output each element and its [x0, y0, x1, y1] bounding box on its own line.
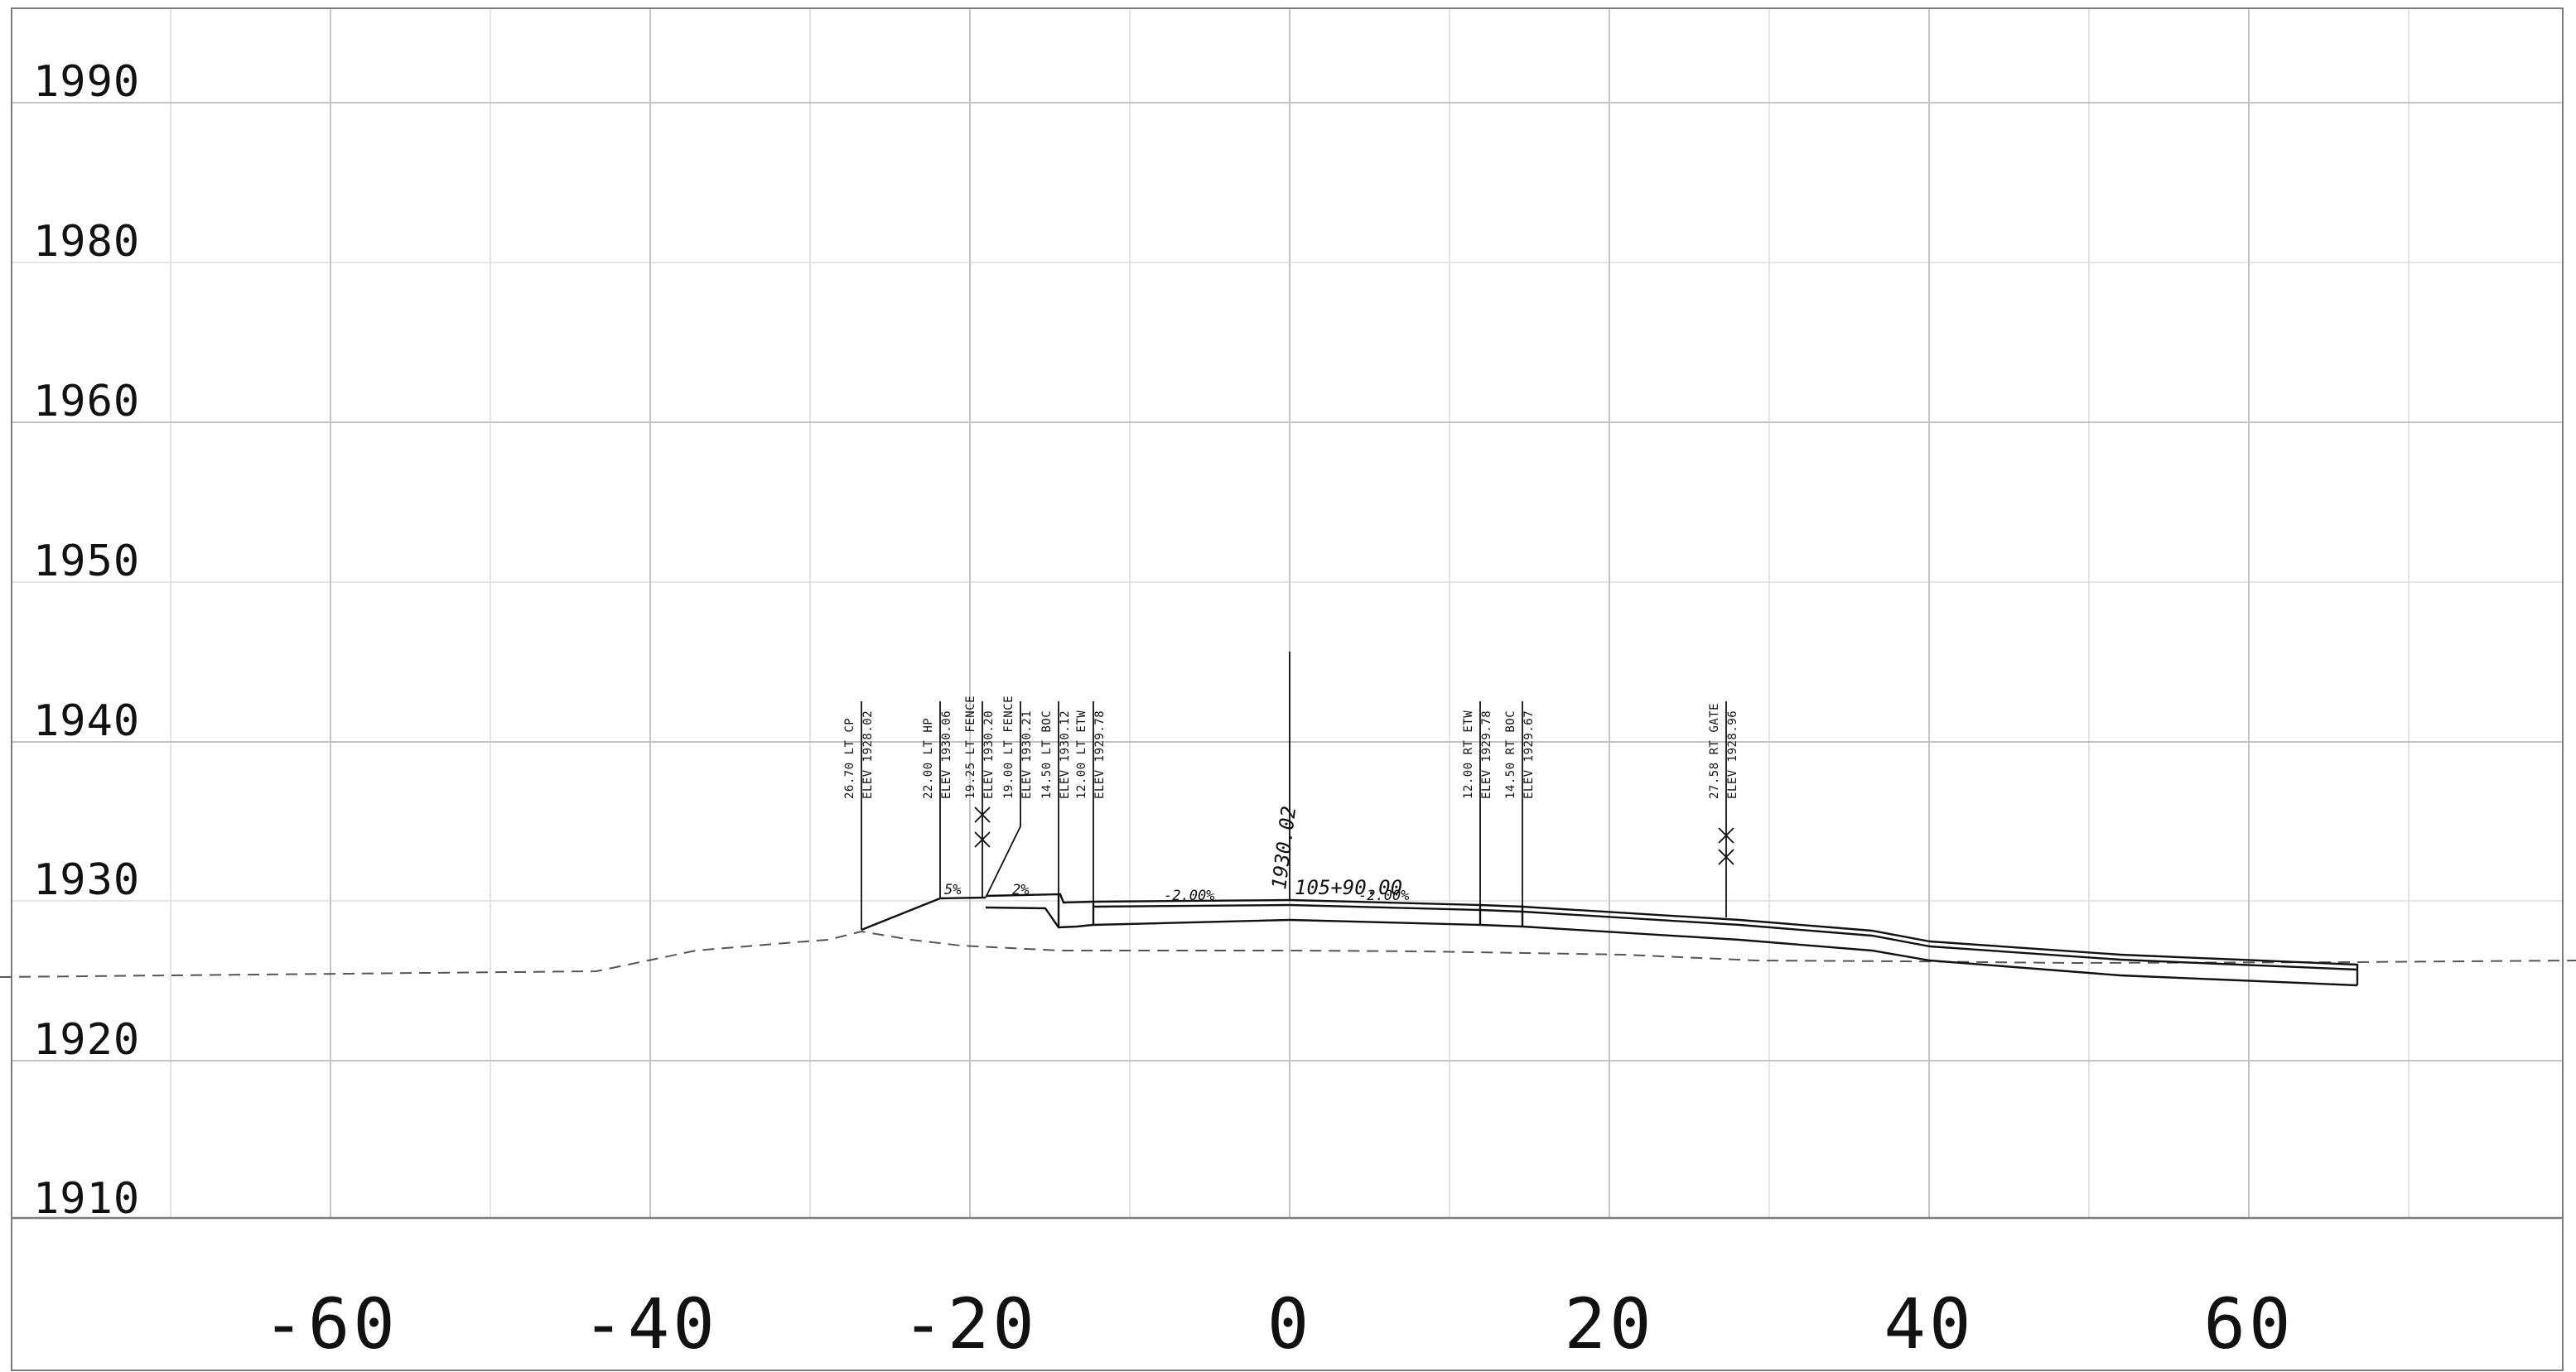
station-label: 60	[2203, 1283, 2294, 1365]
svg-text:27.58 RT GATE: 27.58 RT GATE	[1708, 703, 1721, 799]
svg-text:ELEV 1929.78: ELEV 1929.78	[1480, 710, 1493, 799]
major-grid	[12, 8, 2563, 1218]
elevation-label: 1920	[33, 1015, 140, 1065]
elevation-label: 1980	[33, 217, 140, 267]
fill-slope-line	[861, 896, 987, 932]
callout-lt-boc: 14.50 LT BOC ELEV 1930.12	[1040, 710, 1072, 799]
right-grade-mid	[1522, 910, 2358, 971]
slope-label-walk: 2%	[1012, 882, 1029, 898]
svg-text:ELEV 1928.96: ELEV 1928.96	[1726, 710, 1739, 799]
callout-lt-cp: 26.70 LT CP ELEV 1928.02	[843, 710, 875, 799]
svg-text:ELEV 1930.21: ELEV 1930.21	[1020, 710, 1034, 799]
right-grade-top	[1522, 905, 2358, 966]
pavement-top-left	[1093, 898, 1290, 903]
fence-symbol	[974, 806, 991, 848]
station-label: -40	[582, 1283, 718, 1365]
station-label: -60	[263, 1283, 398, 1365]
callout-lt-fence-1925: 19.25 LT FENCE ELEV 1930.20	[964, 696, 996, 799]
svg-text:14.50 LT BOC: 14.50 LT BOC	[1040, 710, 1054, 799]
callout-lt-etw: 12.00 LT ETW ELEV 1929.78	[1075, 710, 1107, 799]
svg-text:ELEV 1930.20: ELEV 1930.20	[982, 710, 996, 799]
elevation-label: 1940	[33, 696, 140, 746]
walk-bottom-line	[985, 906, 1094, 929]
station-label: -20	[902, 1283, 1038, 1365]
centerline-station: 105+90.00	[1295, 876, 1402, 899]
station-label: 0	[1267, 1283, 1313, 1365]
station-label: 40	[1884, 1283, 1974, 1365]
svg-text:ELEV 1929.67: ELEV 1929.67	[1522, 710, 1536, 799]
existing-ground-line	[0, 930, 2576, 978]
svg-text:22.00 LT HP: 22.00 LT HP	[922, 718, 935, 799]
sheet-border	[11, 7, 2564, 1371]
callout-leaders	[861, 701, 1727, 930]
elevation-label: 1930	[33, 855, 140, 905]
slope-label-left-lane: -2.00%	[1164, 888, 1214, 904]
pavement-surface-left	[1093, 903, 1290, 908]
svg-text:ELEV 1929.78: ELEV 1929.78	[1093, 710, 1107, 799]
slope-label-shoulder: 5%	[944, 882, 961, 898]
svg-text:19.00 LT FENCE: 19.00 LT FENCE	[1002, 696, 1015, 799]
elevation-label: 1910	[33, 1174, 140, 1224]
callout-lt-hp: 22.00 LT HP ELEV 1930.06	[922, 710, 953, 799]
svg-text:12.00 RT ETW: 12.00 RT ETW	[1462, 710, 1475, 799]
callout-rt-gate: 27.58 RT GATE ELEV 1928.96	[1708, 703, 1739, 799]
svg-text:12.00 LT ETW: 12.00 LT ETW	[1075, 710, 1088, 799]
svg-text:26.70 LT CP: 26.70 LT CP	[843, 718, 856, 799]
callout-labels: 26.70 LT CP ELEV 1928.02 22.00 LT HP ELE…	[843, 696, 1739, 799]
subgrade-left	[1093, 918, 1290, 927]
subgrade-right	[1289, 918, 1523, 928]
svg-text:19.25 LT FENCE: 19.25 LT FENCE	[964, 696, 977, 799]
elevation-label: 1950	[33, 537, 140, 586]
gate-symbol	[1718, 827, 1734, 865]
station-label: 20	[1564, 1283, 1654, 1365]
elevation-axis: 1990 1980 1960 1950 1940 1930 1920 1910	[33, 57, 140, 1224]
elevation-label: 1990	[33, 57, 140, 107]
callout-rt-boc: 14.50 RT BOC ELEV 1929.67	[1504, 710, 1536, 799]
callout-rt-etw: 12.00 RT ETW ELEV 1929.78	[1462, 710, 1493, 799]
proposed-section	[861, 893, 2359, 987]
svg-text:14.50 RT BOC: 14.50 RT BOC	[1504, 710, 1517, 799]
elevation-label: 1960	[33, 377, 140, 426]
walk-top-line	[985, 893, 1094, 904]
svg-text:ELEV 1930.06: ELEV 1930.06	[940, 710, 953, 799]
callout-lt-fence-1900: 19.00 LT FENCE ELEV 1930.21	[1002, 696, 1034, 799]
svg-text:ELEV 1930.12: ELEV 1930.12	[1059, 710, 1072, 799]
right-grade-bottom	[1522, 925, 2358, 987]
slope-label-right-lane: -2.00%	[1358, 888, 1409, 904]
minor-grid	[12, 8, 2563, 1218]
station-axis: -60 -40 -20 0 20 40 60	[263, 1283, 2294, 1365]
svg-text:ELEV 1928.02: ELEV 1928.02	[861, 710, 875, 799]
